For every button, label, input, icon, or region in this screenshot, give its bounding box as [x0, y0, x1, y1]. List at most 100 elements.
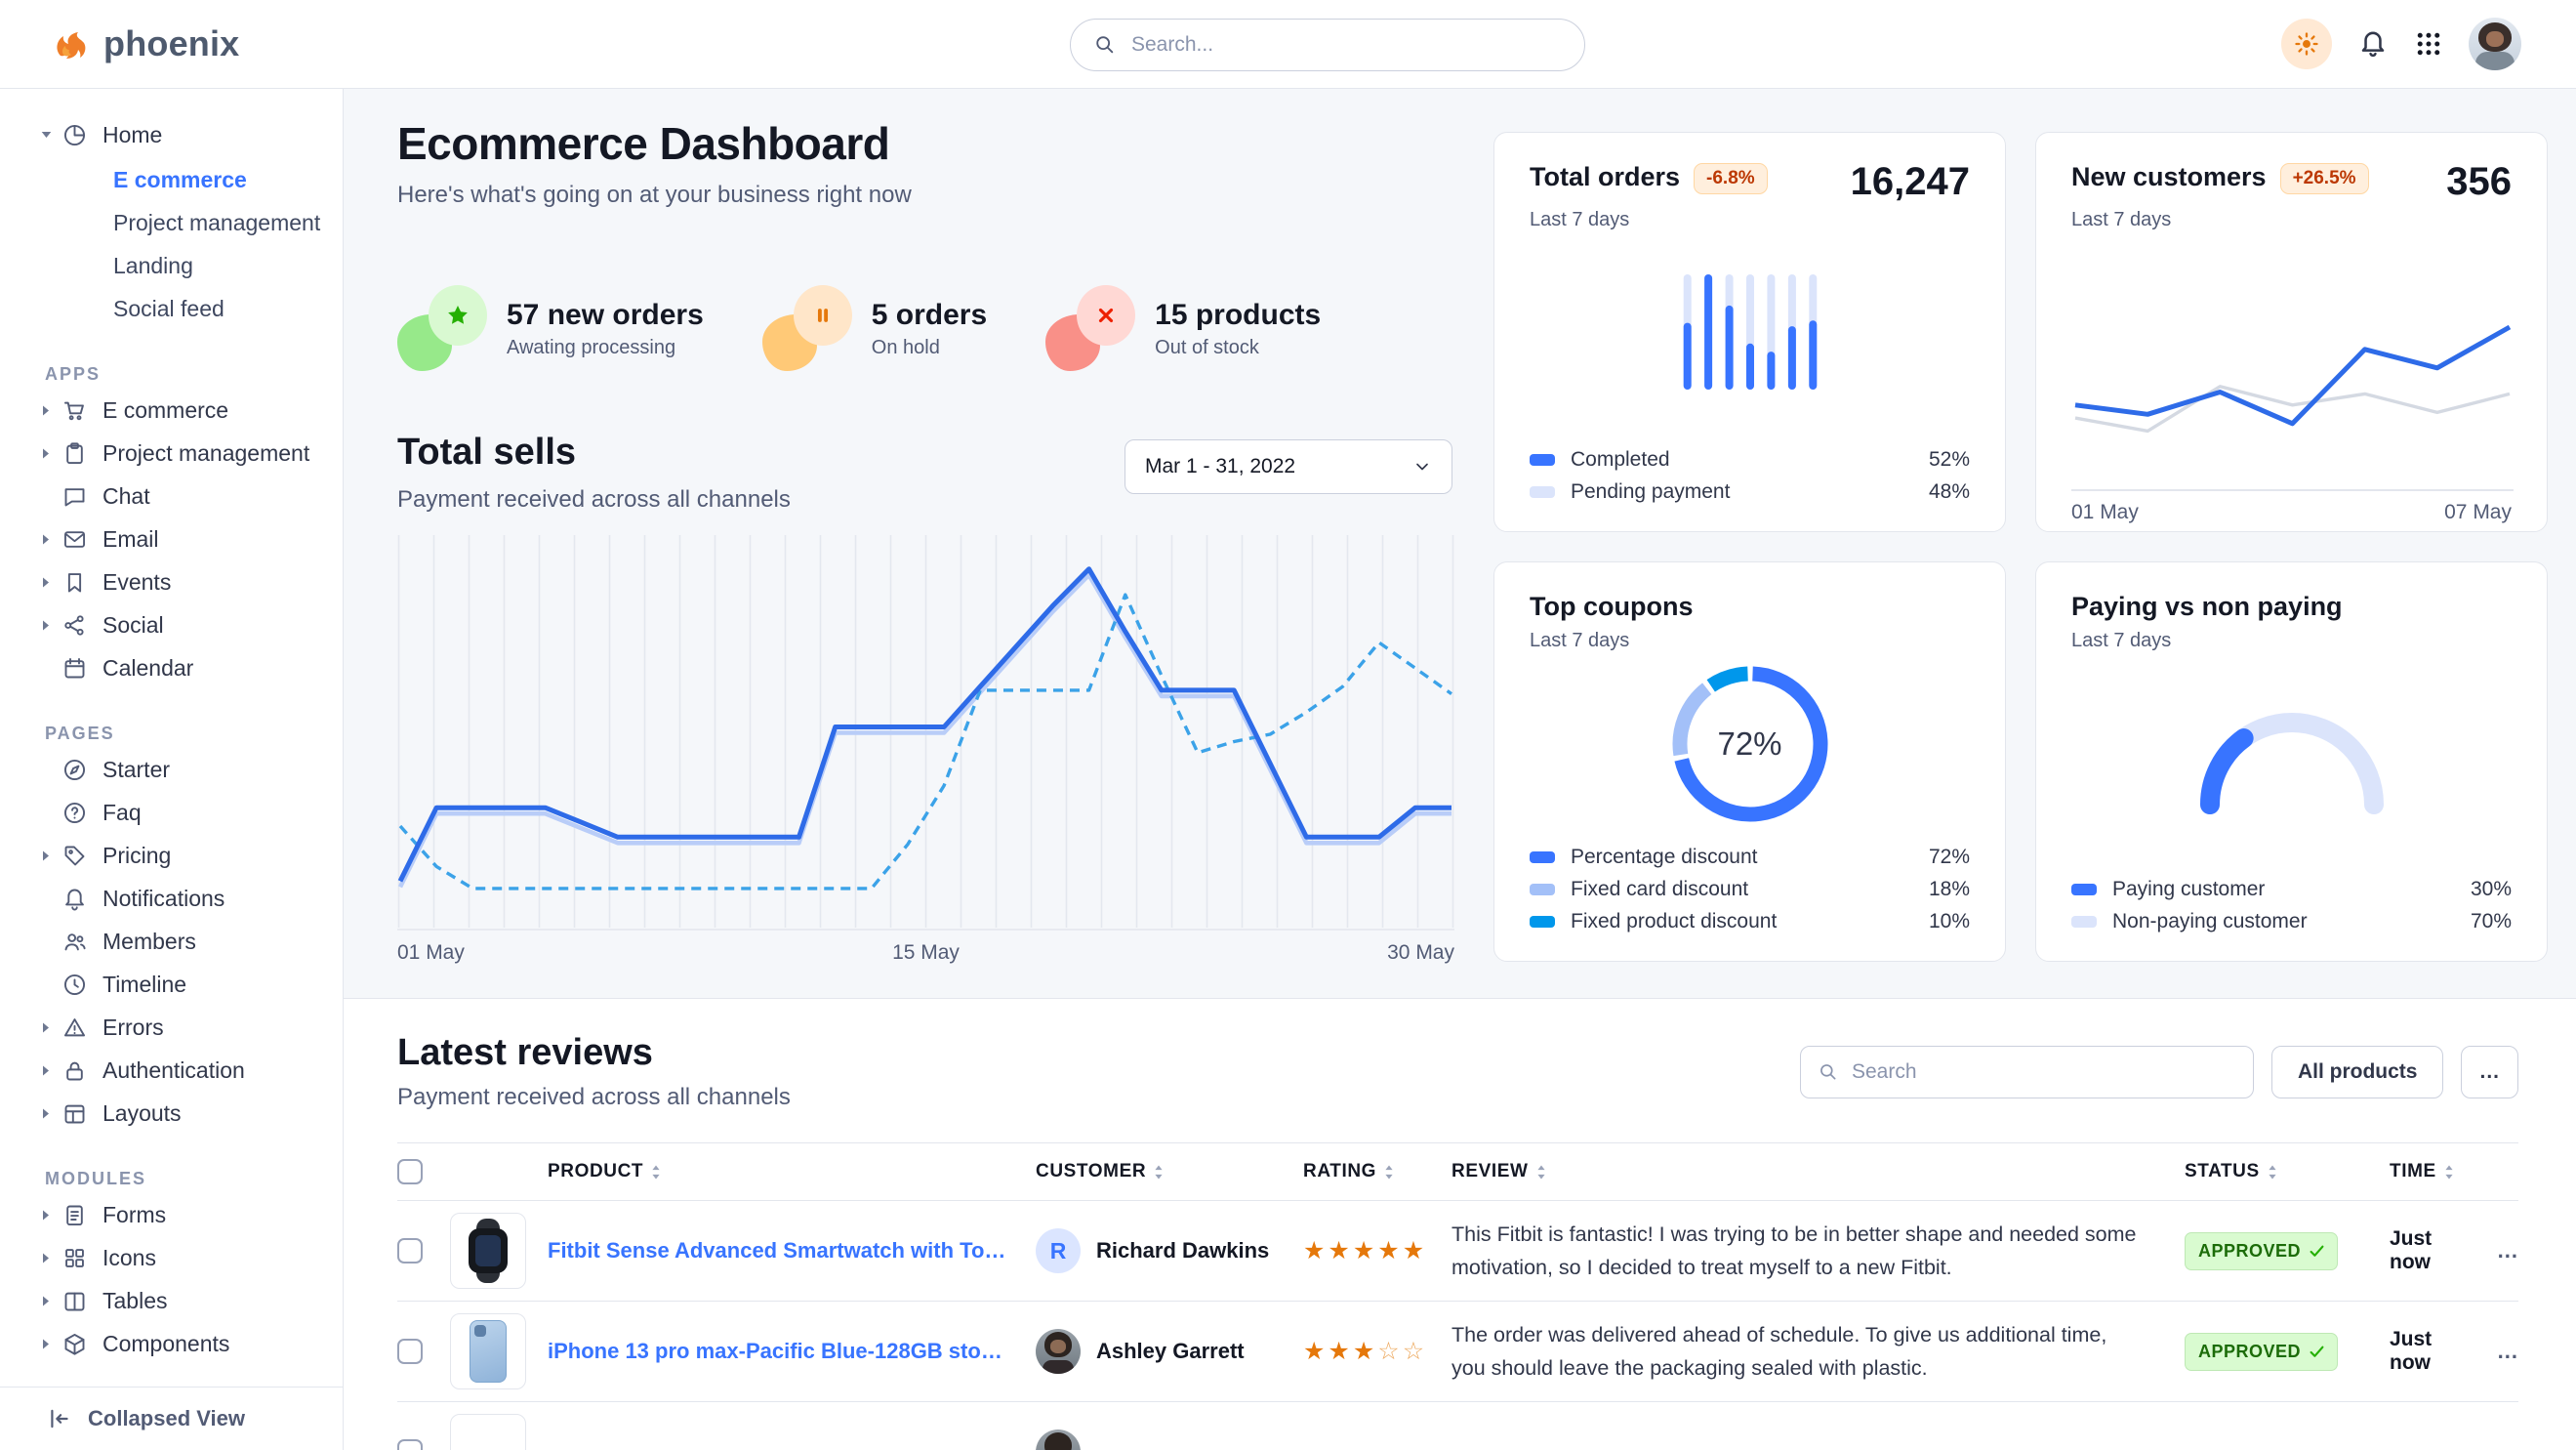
- row-checkbox[interactable]: [397, 1439, 423, 1450]
- sidebar-item-starter[interactable]: Starter: [0, 748, 343, 791]
- phoenix-flame-icon: [57, 32, 86, 59]
- sidebar-item-label: Project management: [102, 439, 310, 466]
- sidebar-item-tables[interactable]: Tables: [0, 1279, 343, 1322]
- all-products-button[interactable]: All products: [2270, 1045, 2444, 1098]
- reviews-search-input[interactable]: [1849, 1058, 2235, 1085]
- product-image-smartwatch[interactable]: [450, 1213, 526, 1289]
- sidebar-item-layouts[interactable]: Layouts: [0, 1092, 343, 1135]
- sidebar-item-calendar[interactable]: Calendar: [0, 646, 343, 689]
- row-actions-button[interactable]: ...: [2497, 1339, 2518, 1363]
- sidebar-item-landing[interactable]: Landing: [0, 244, 343, 287]
- reviews-more-button[interactable]: ...: [2461, 1045, 2518, 1098]
- star-icon: ★: [1303, 1338, 1329, 1365]
- column-review[interactable]: REVIEW: [1452, 1161, 2185, 1182]
- select-all-checkbox[interactable]: [397, 1159, 423, 1184]
- bookmark-icon: [61, 569, 88, 596]
- date-range-select[interactable]: Mar 1 - 31, 2022: [1124, 439, 1452, 494]
- legend-swatch: [1530, 453, 1555, 466]
- sidebar-item-members[interactable]: Members: [0, 920, 343, 963]
- rating-stars: ★★★☆☆: [1303, 1337, 1452, 1366]
- top-coupons-card: Top coupons Last 7 days 72% Percentage d…: [1493, 561, 2006, 962]
- product-link[interactable]: iPhone 13 pro max-Pacific Blue-128GB sto…: [548, 1339, 1027, 1363]
- product-image[interactable]: [450, 1414, 526, 1450]
- page-title: Ecommerce Dashboard: [397, 118, 890, 169]
- legend-item: Percentage discount 72%: [1530, 841, 1970, 873]
- caret-right-icon: [39, 1209, 53, 1222]
- top-navbar: phoenix: [0, 0, 2576, 89]
- paying-gauge-chart: [2194, 701, 2390, 826]
- sidebar-item-notifications[interactable]: Notifications: [0, 877, 343, 920]
- sidebar-item-label: E commerce: [102, 396, 229, 423]
- sidebar-item-project-management-app[interactable]: Project management: [0, 432, 343, 475]
- row-checkbox[interactable]: [397, 1339, 423, 1364]
- calendar-icon: [61, 655, 88, 682]
- row-actions-button[interactable]: ...: [2497, 1238, 2518, 1263]
- sidebar-item-label: Icons: [102, 1244, 156, 1270]
- sidebar-item-faq[interactable]: Faq: [0, 791, 343, 834]
- sidebar-item-chat[interactable]: Chat: [0, 475, 343, 518]
- total-sells-subtitle: Payment received across all channels: [397, 486, 791, 513]
- share-icon: [61, 612, 88, 639]
- sort-icon: [652, 1165, 660, 1179]
- lock-icon: [61, 1057, 88, 1084]
- sidebar-item-project-management[interactable]: Project management: [0, 201, 343, 244]
- sidebar-item-label: Members: [102, 928, 196, 954]
- sidebar-item-label: Starter: [102, 756, 171, 782]
- user-avatar[interactable]: [2469, 18, 2521, 70]
- phoenix-logo[interactable]: phoenix: [51, 0, 239, 88]
- column-status[interactable]: STATUS: [2185, 1161, 2390, 1182]
- theme-toggle-button[interactable]: [2281, 19, 2332, 69]
- product-link[interactable]: Fitbit Sense Advanced Smartwatch with To…: [548, 1238, 1036, 1263]
- review-time: Just now: [2390, 1227, 2433, 1273]
- sidebar-item-authentication[interactable]: Authentication: [0, 1049, 343, 1092]
- sidebar-item-social-feed[interactable]: Social feed: [0, 287, 343, 330]
- sidebar-item-pricing[interactable]: Pricing: [0, 834, 343, 877]
- column-time[interactable]: TIME: [2390, 1161, 2477, 1182]
- card-value: 16,247: [1850, 160, 1970, 203]
- stat-orders-on-hold: 5 orders On hold: [761, 283, 987, 373]
- sidebar-item-forms[interactable]: Forms: [0, 1193, 343, 1236]
- sidebar-item-components[interactable]: Components: [0, 1322, 343, 1365]
- layout-icon: [61, 1100, 88, 1127]
- page-subtitle: Here's what's going on at your business …: [397, 182, 912, 208]
- column-customer[interactable]: CUSTOMER: [1036, 1161, 1303, 1182]
- sidebar-item-label: Components: [102, 1330, 230, 1356]
- star-icon: ★: [1402, 1237, 1428, 1264]
- reviews-table: PRODUCT CUSTOMER RATING REVIEW STATUS: [397, 1142, 2518, 1450]
- collapse-sidebar-button[interactable]: Collapsed View: [0, 1387, 343, 1450]
- column-rating[interactable]: RATING: [1303, 1161, 1452, 1182]
- caret-right-icon: [39, 1252, 53, 1264]
- sidebar-item-icons[interactable]: Icons: [0, 1236, 343, 1279]
- sidebar-item-events[interactable]: Events: [0, 560, 343, 603]
- sidebar-item-label: Layouts: [102, 1099, 182, 1126]
- sidebar-item-home[interactable]: Home: [0, 111, 343, 158]
- reviews-search[interactable]: [1799, 1045, 2254, 1098]
- customer-cell: R Richard Dawkins: [1036, 1228, 1303, 1273]
- x-tick: 01 May: [397, 941, 465, 964]
- customer-avatar: [1036, 1429, 1081, 1450]
- apps-grid-icon[interactable]: [2414, 29, 2443, 59]
- sidebar-item-label: Chat: [102, 482, 150, 509]
- customer-cell: [1036, 1429, 1303, 1450]
- global-search[interactable]: [1070, 19, 1585, 71]
- sidebar-item-errors[interactable]: Errors: [0, 1006, 343, 1049]
- sidebar-item-email[interactable]: Email: [0, 518, 343, 560]
- product-image-iphone[interactable]: [450, 1313, 526, 1389]
- x-icon: [1099, 308, 1114, 323]
- search-input[interactable]: [1129, 32, 1561, 58]
- customer-avatar: [1036, 1329, 1081, 1374]
- column-product[interactable]: PRODUCT: [548, 1161, 1036, 1182]
- sidebar-item-timeline[interactable]: Timeline: [0, 963, 343, 1006]
- customer-name: Richard Dawkins: [1096, 1238, 1270, 1263]
- row-checkbox[interactable]: [397, 1238, 423, 1264]
- sidebar-item-ecommerce-app[interactable]: E commerce: [0, 389, 343, 432]
- new-customers-card: New customers +26.5% 356 Last 7 days 01 …: [2035, 132, 2548, 532]
- sidebar-item-ecommerce[interactable]: E commerce: [0, 158, 343, 201]
- notifications-bell-icon[interactable]: [2357, 28, 2389, 60]
- caret-right-icon: [39, 1338, 53, 1350]
- star-icon: ★: [1352, 1237, 1378, 1264]
- date-range-value: Mar 1 - 31, 2022: [1145, 455, 1296, 477]
- latest-reviews-section: Latest reviews Payment received across a…: [344, 998, 2576, 1450]
- sidebar-item-social[interactable]: Social: [0, 603, 343, 646]
- sidebar-item-label: Notifications: [102, 885, 225, 911]
